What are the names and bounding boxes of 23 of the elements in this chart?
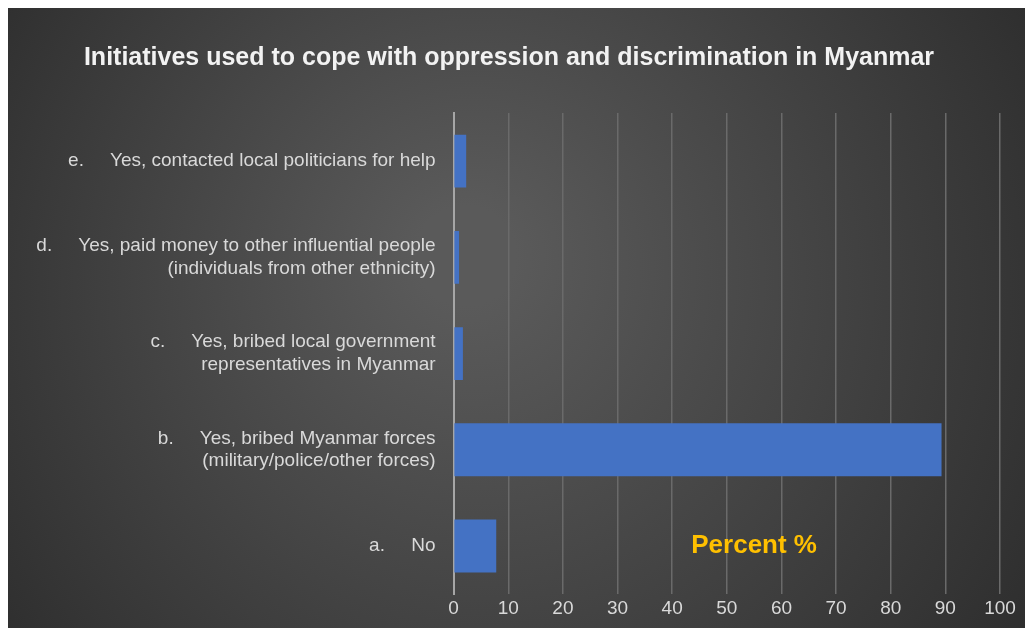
- x-tick-label: 60: [770, 596, 793, 618]
- bar: [454, 230, 460, 284]
- x-tick-label: 100: [984, 596, 1016, 618]
- x-tick-label: 50: [716, 596, 738, 618]
- bar: [454, 423, 942, 477]
- bar: [454, 327, 463, 381]
- x-tick-label: 10: [497, 596, 519, 618]
- y-tick-label: b. Yes, bribed Myanmar forces (military/police/other forces): [157, 426, 436, 471]
- bar: [454, 134, 467, 188]
- y-tick-label: a. No: [369, 534, 436, 556]
- chart-title: Initiatives used to cope with oppression and discrimination in Myanmar: [83, 41, 935, 70]
- x-tick-label: 70: [825, 596, 847, 618]
- x-tick-label: 40: [661, 596, 683, 618]
- x-tick-label: 30: [606, 596, 629, 618]
- x-tick-label: 20: [552, 596, 574, 618]
- annotation: Percent %: [691, 529, 817, 560]
- x-tick-label: 0: [448, 596, 459, 618]
- bar: [454, 519, 497, 573]
- x-tick-label: 80: [880, 596, 902, 618]
- y-tick-label: d. Yes, paid money to other influential people (individuals from other ethnicity): [36, 234, 436, 278]
- y-tick-label: c. Yes, bribed local government representatives in Myanmar: [150, 330, 437, 375]
- y-tick-label: e. Yes, contacted local politicians for help: [68, 149, 436, 171]
- x-tick-label: 90: [934, 596, 956, 618]
